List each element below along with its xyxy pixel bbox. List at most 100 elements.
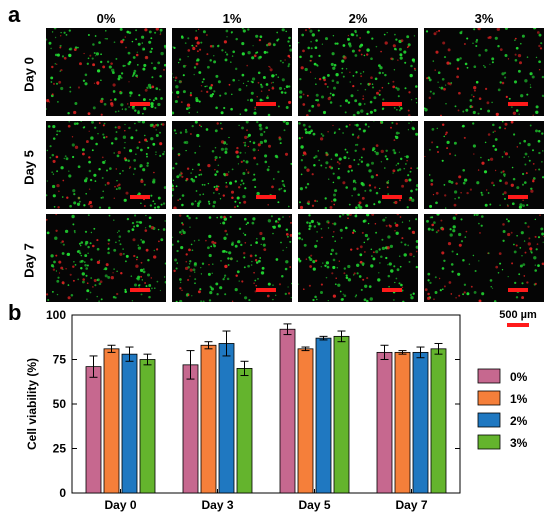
live-cell-dot — [50, 254, 54, 258]
micrograph-tile — [298, 214, 418, 302]
live-cell-dot — [325, 167, 327, 169]
scale-bar — [256, 102, 276, 106]
dead-cell-dot — [473, 89, 476, 92]
dead-cell-dot — [155, 28, 159, 31]
live-cell-dot — [216, 216, 218, 219]
live-cell-dot — [53, 205, 56, 208]
live-cell-dot — [449, 228, 452, 231]
live-cell-dot — [428, 174, 431, 176]
dead-cell-dot — [88, 156, 91, 159]
live-cell-dot — [232, 50, 236, 54]
dead-cell-dot — [177, 96, 179, 98]
dead-cell-dot — [444, 133, 447, 136]
live-cell-dot — [337, 176, 341, 180]
live-cell-dot — [134, 109, 137, 112]
live-cell-dot — [145, 214, 147, 217]
live-cell-dot — [318, 54, 321, 58]
live-cell-dot — [140, 148, 143, 152]
dead-cell-dot — [278, 283, 282, 286]
live-cell-dot — [73, 201, 77, 205]
live-cell-dot — [508, 156, 511, 158]
dead-cell-dot — [305, 114, 309, 116]
live-cell-dot — [246, 221, 250, 225]
live-cell-dot — [225, 250, 228, 253]
live-cell-dot — [172, 187, 175, 192]
live-cell-dot — [105, 169, 109, 172]
live-cell-dot — [415, 188, 418, 191]
dead-cell-dot — [321, 236, 323, 239]
live-cell-dot — [370, 264, 374, 268]
live-cell-dot — [213, 55, 215, 57]
live-cell-dot — [480, 215, 484, 218]
live-cell-dot — [428, 78, 432, 82]
live-cell-dot — [104, 267, 108, 271]
live-cell-dot — [224, 293, 227, 296]
live-cell-dot — [104, 274, 108, 278]
live-cell-dot — [491, 101, 493, 104]
micrograph-image — [298, 121, 418, 209]
live-cell-dot — [446, 140, 450, 145]
dead-cell-dot — [257, 81, 260, 84]
live-cell-dot — [200, 41, 203, 44]
live-cell-dot — [72, 189, 76, 193]
dead-cell-dot — [536, 243, 539, 245]
dead-cell-dot — [267, 95, 269, 97]
dead-cell-dot — [514, 53, 517, 56]
live-cell-dot — [136, 146, 140, 150]
dead-cell-dot — [155, 124, 157, 126]
dead-cell-dot — [287, 54, 291, 58]
live-cell-dot — [242, 194, 246, 199]
dead-cell-dot — [478, 97, 482, 100]
dead-cell-dot — [106, 181, 110, 185]
live-cell-dot — [411, 58, 416, 62]
live-cell-dot — [111, 68, 115, 72]
live-cell-dot — [154, 97, 158, 100]
live-cell-dot — [312, 298, 315, 302]
live-cell-dot — [267, 113, 271, 116]
live-cell-dot — [232, 78, 236, 82]
dead-cell-dot — [153, 171, 155, 174]
dead-cell-dot — [343, 56, 347, 60]
live-cell-dot — [406, 35, 410, 39]
dead-cell-dot — [394, 230, 396, 232]
dead-cell-dot — [501, 81, 505, 85]
dead-cell-dot — [241, 280, 244, 283]
live-cell-dot — [415, 245, 418, 249]
live-cell-dot — [107, 275, 111, 279]
live-cell-dot — [433, 221, 436, 224]
dead-cell-dot — [510, 183, 514, 187]
live-cell-dot — [239, 151, 242, 154]
live-cell-dot — [65, 34, 68, 36]
live-cell-dot — [98, 259, 101, 262]
live-cell-dot — [182, 90, 186, 94]
live-cell-dot — [182, 64, 186, 68]
live-cell-dot — [190, 172, 192, 174]
live-cell-dot — [541, 232, 544, 236]
dead-cell-dot — [60, 266, 64, 270]
live-cell-dot — [207, 182, 210, 185]
dead-cell-dot — [230, 190, 235, 194]
live-cell-dot — [309, 257, 313, 262]
dead-cell-dot — [426, 77, 429, 80]
live-cell-dot — [459, 31, 463, 35]
live-cell-dot — [440, 86, 444, 90]
live-cell-dot — [400, 241, 403, 244]
dead-cell-dot — [102, 65, 106, 69]
live-cell-dot — [238, 280, 240, 282]
live-cell-dot — [220, 260, 222, 262]
live-cell-dot — [208, 253, 212, 258]
live-cell-dot — [256, 191, 260, 196]
live-cell-dot — [60, 242, 62, 244]
live-cell-dot — [375, 45, 378, 48]
live-cell-dot — [407, 244, 410, 247]
live-cell-dot — [148, 40, 152, 44]
dead-cell-dot — [455, 214, 458, 216]
live-cell-dot — [465, 108, 469, 112]
live-cell-dot — [210, 287, 214, 291]
dead-cell-dot — [371, 214, 375, 216]
live-cell-dot — [61, 196, 64, 198]
dead-cell-dot — [58, 260, 62, 264]
dead-cell-dot — [159, 33, 162, 36]
x-tick-label: Day 3 — [201, 498, 233, 512]
dead-cell-dot — [385, 224, 388, 227]
